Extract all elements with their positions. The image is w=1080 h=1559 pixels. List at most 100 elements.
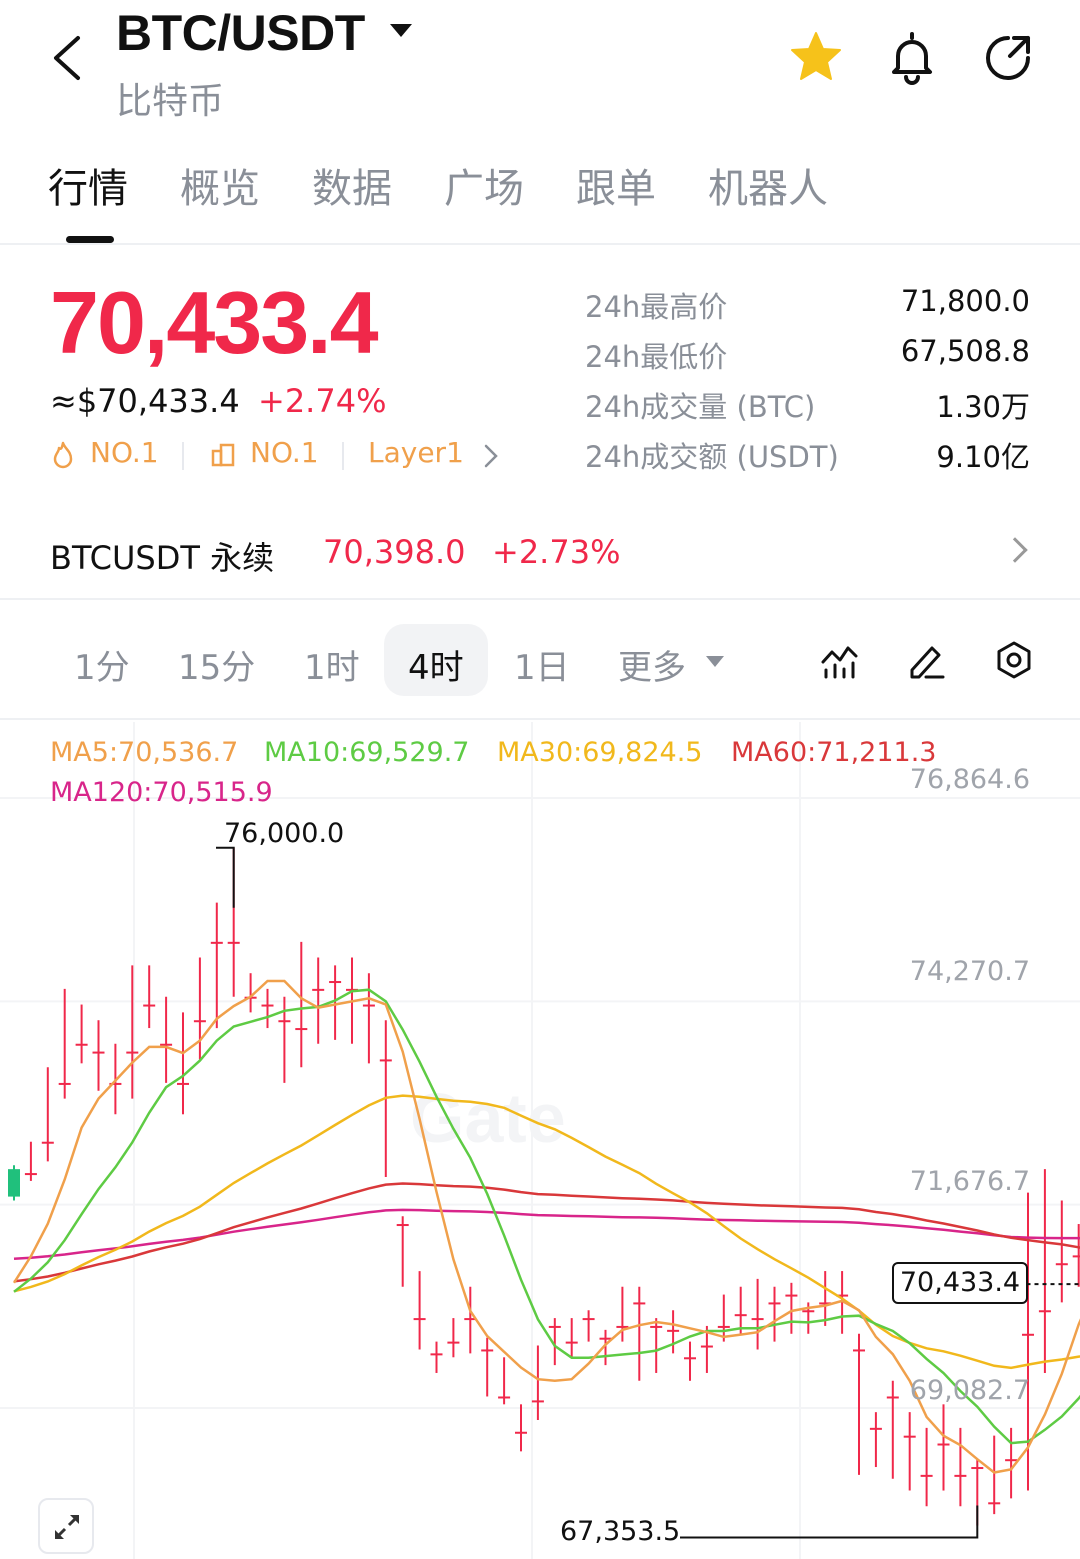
y-axis-tick: 69,082.7 — [909, 1375, 1030, 1406]
active-tab-indicator — [66, 236, 114, 243]
candle-body — [920, 1474, 933, 1477]
candle-body — [346, 988, 358, 991]
favorite-star-icon[interactable] — [786, 28, 846, 88]
candle-body — [751, 1318, 764, 1321]
candle-body — [988, 1502, 1001, 1505]
candlestick-chart[interactable] — [0, 722, 1080, 1559]
candle-body — [886, 1396, 899, 1399]
candle-body — [853, 1349, 865, 1352]
low-marker-line — [680, 1505, 979, 1539]
candle-body — [413, 1318, 426, 1321]
active-timeframe-pill — [384, 624, 488, 696]
draw-pencil-icon[interactable] — [906, 640, 946, 680]
candle-body — [58, 1082, 71, 1085]
tab-bots[interactable]: 机器人 — [708, 166, 828, 212]
market-cap-rank-badge[interactable]: NO.1 — [250, 436, 319, 469]
tab-square[interactable]: 广场 — [444, 166, 524, 212]
stat-label-turnover: 24h成交额 (USDT) — [585, 440, 839, 474]
timeframe-4h[interactable]: 4时 — [408, 648, 464, 688]
candle-body — [481, 1349, 494, 1352]
candle-body — [836, 1294, 849, 1297]
ma5-line — [12, 979, 1080, 1474]
candle-body — [819, 1302, 832, 1305]
high-price-label: 76,000.0 — [224, 818, 345, 849]
chart-watermark: Gate — [410, 1079, 566, 1157]
candle-body — [498, 1396, 511, 1399]
candle-body — [24, 1173, 37, 1176]
candle-body — [362, 1004, 375, 1007]
expand-chart-button[interactable] — [38, 1498, 94, 1554]
chevron-right-icon[interactable] — [1002, 537, 1028, 563]
ma60-label: MA60:71,211.3 — [731, 737, 937, 768]
ma5-label: MA5:70,536.7 — [50, 737, 239, 768]
flame-icon — [53, 441, 73, 469]
tab-data[interactable]: 数据 — [312, 166, 392, 212]
candle-body — [92, 1051, 105, 1054]
candle-body — [143, 1004, 156, 1007]
low-price-label: 67,353.5 — [560, 1516, 681, 1547]
candle-body — [565, 1341, 578, 1344]
perpetual-row[interactable]: BTCUSDT 永续 70,398.0 +2.73% — [0, 505, 1080, 600]
timeframe-1h[interactable]: 1时 — [304, 648, 360, 688]
expand-icon — [55, 1515, 79, 1539]
tab-copy-trading[interactable]: 跟单 — [576, 166, 656, 212]
candle-body — [261, 1004, 274, 1007]
timeframe-15m[interactable]: 15分 — [178, 648, 256, 688]
candle-body — [447, 1341, 460, 1344]
stat-label-low: 24h最低价 — [585, 340, 728, 374]
candle-body — [650, 1325, 663, 1328]
candle-body — [548, 1325, 561, 1328]
hot-rank-badge[interactable]: NO.1 — [90, 436, 159, 469]
candle-body — [1072, 1255, 1080, 1258]
candle-body — [582, 1318, 595, 1321]
pair-title[interactable]: BTC/USDT — [116, 5, 365, 61]
usd-price: ≈$70,433.4 — [50, 382, 240, 420]
perpetual-price: 70,398.0 — [323, 533, 466, 571]
high-marker-line — [216, 846, 235, 908]
alert-bell-icon[interactable] — [882, 28, 942, 88]
candle-body — [160, 1043, 173, 1046]
candle-body — [667, 1329, 680, 1332]
candle-body — [75, 1043, 88, 1046]
candle-body — [41, 1141, 54, 1144]
tab-market[interactable]: 行情 — [48, 166, 128, 212]
candle-body — [1005, 1459, 1018, 1462]
timeframe-1d[interactable]: 1日 — [514, 648, 570, 688]
pair-dropdown-icon[interactable] — [390, 24, 412, 37]
coin-name: 比特币 — [116, 81, 225, 122]
timeframe-1m[interactable]: 1分 — [74, 648, 130, 688]
tab-overview[interactable]: 概览 — [180, 166, 260, 212]
candle-body — [329, 981, 342, 984]
stat-value-high: 71,800.0 — [900, 284, 1030, 318]
current-price-tag: 70,433.4 — [892, 1262, 1028, 1304]
settings-icon[interactable] — [994, 640, 1034, 680]
y-axis-tick: 74,270.7 — [909, 956, 1030, 987]
candle-body — [177, 1082, 189, 1085]
chevron-right-icon[interactable] — [482, 442, 500, 470]
indicators-icon[interactable] — [820, 640, 860, 680]
category-badge[interactable]: Layer1 — [368, 436, 464, 469]
candle-body — [768, 1302, 781, 1305]
candle-body — [1022, 1333, 1034, 1336]
more-dropdown-icon[interactable] — [706, 656, 724, 667]
candle-body — [869, 1427, 882, 1430]
share-icon[interactable] — [978, 28, 1038, 88]
stat-label-high: 24h最高价 — [585, 290, 728, 324]
candle-body — [700, 1345, 713, 1348]
market-cap-icon — [211, 443, 235, 467]
candle-body — [903, 1435, 916, 1438]
candle-body — [734, 1314, 747, 1317]
stat-value-turnover: 9.10亿 — [936, 440, 1030, 474]
candle-body — [464, 1318, 477, 1321]
candle-body — [633, 1302, 646, 1305]
perpetual-change: +2.73% — [492, 533, 621, 571]
candle-body — [312, 988, 325, 991]
back-arrow-icon[interactable] — [46, 30, 90, 86]
candle-body — [954, 1474, 967, 1477]
header: BTC/USDT 比特币 — [0, 0, 1080, 130]
candle-body — [430, 1353, 443, 1356]
timeframe-more[interactable]: 更多 — [618, 648, 686, 688]
candle-body — [1038, 1310, 1051, 1313]
last-price: 70,433.4 — [50, 273, 379, 372]
candle-body — [599, 1337, 612, 1340]
